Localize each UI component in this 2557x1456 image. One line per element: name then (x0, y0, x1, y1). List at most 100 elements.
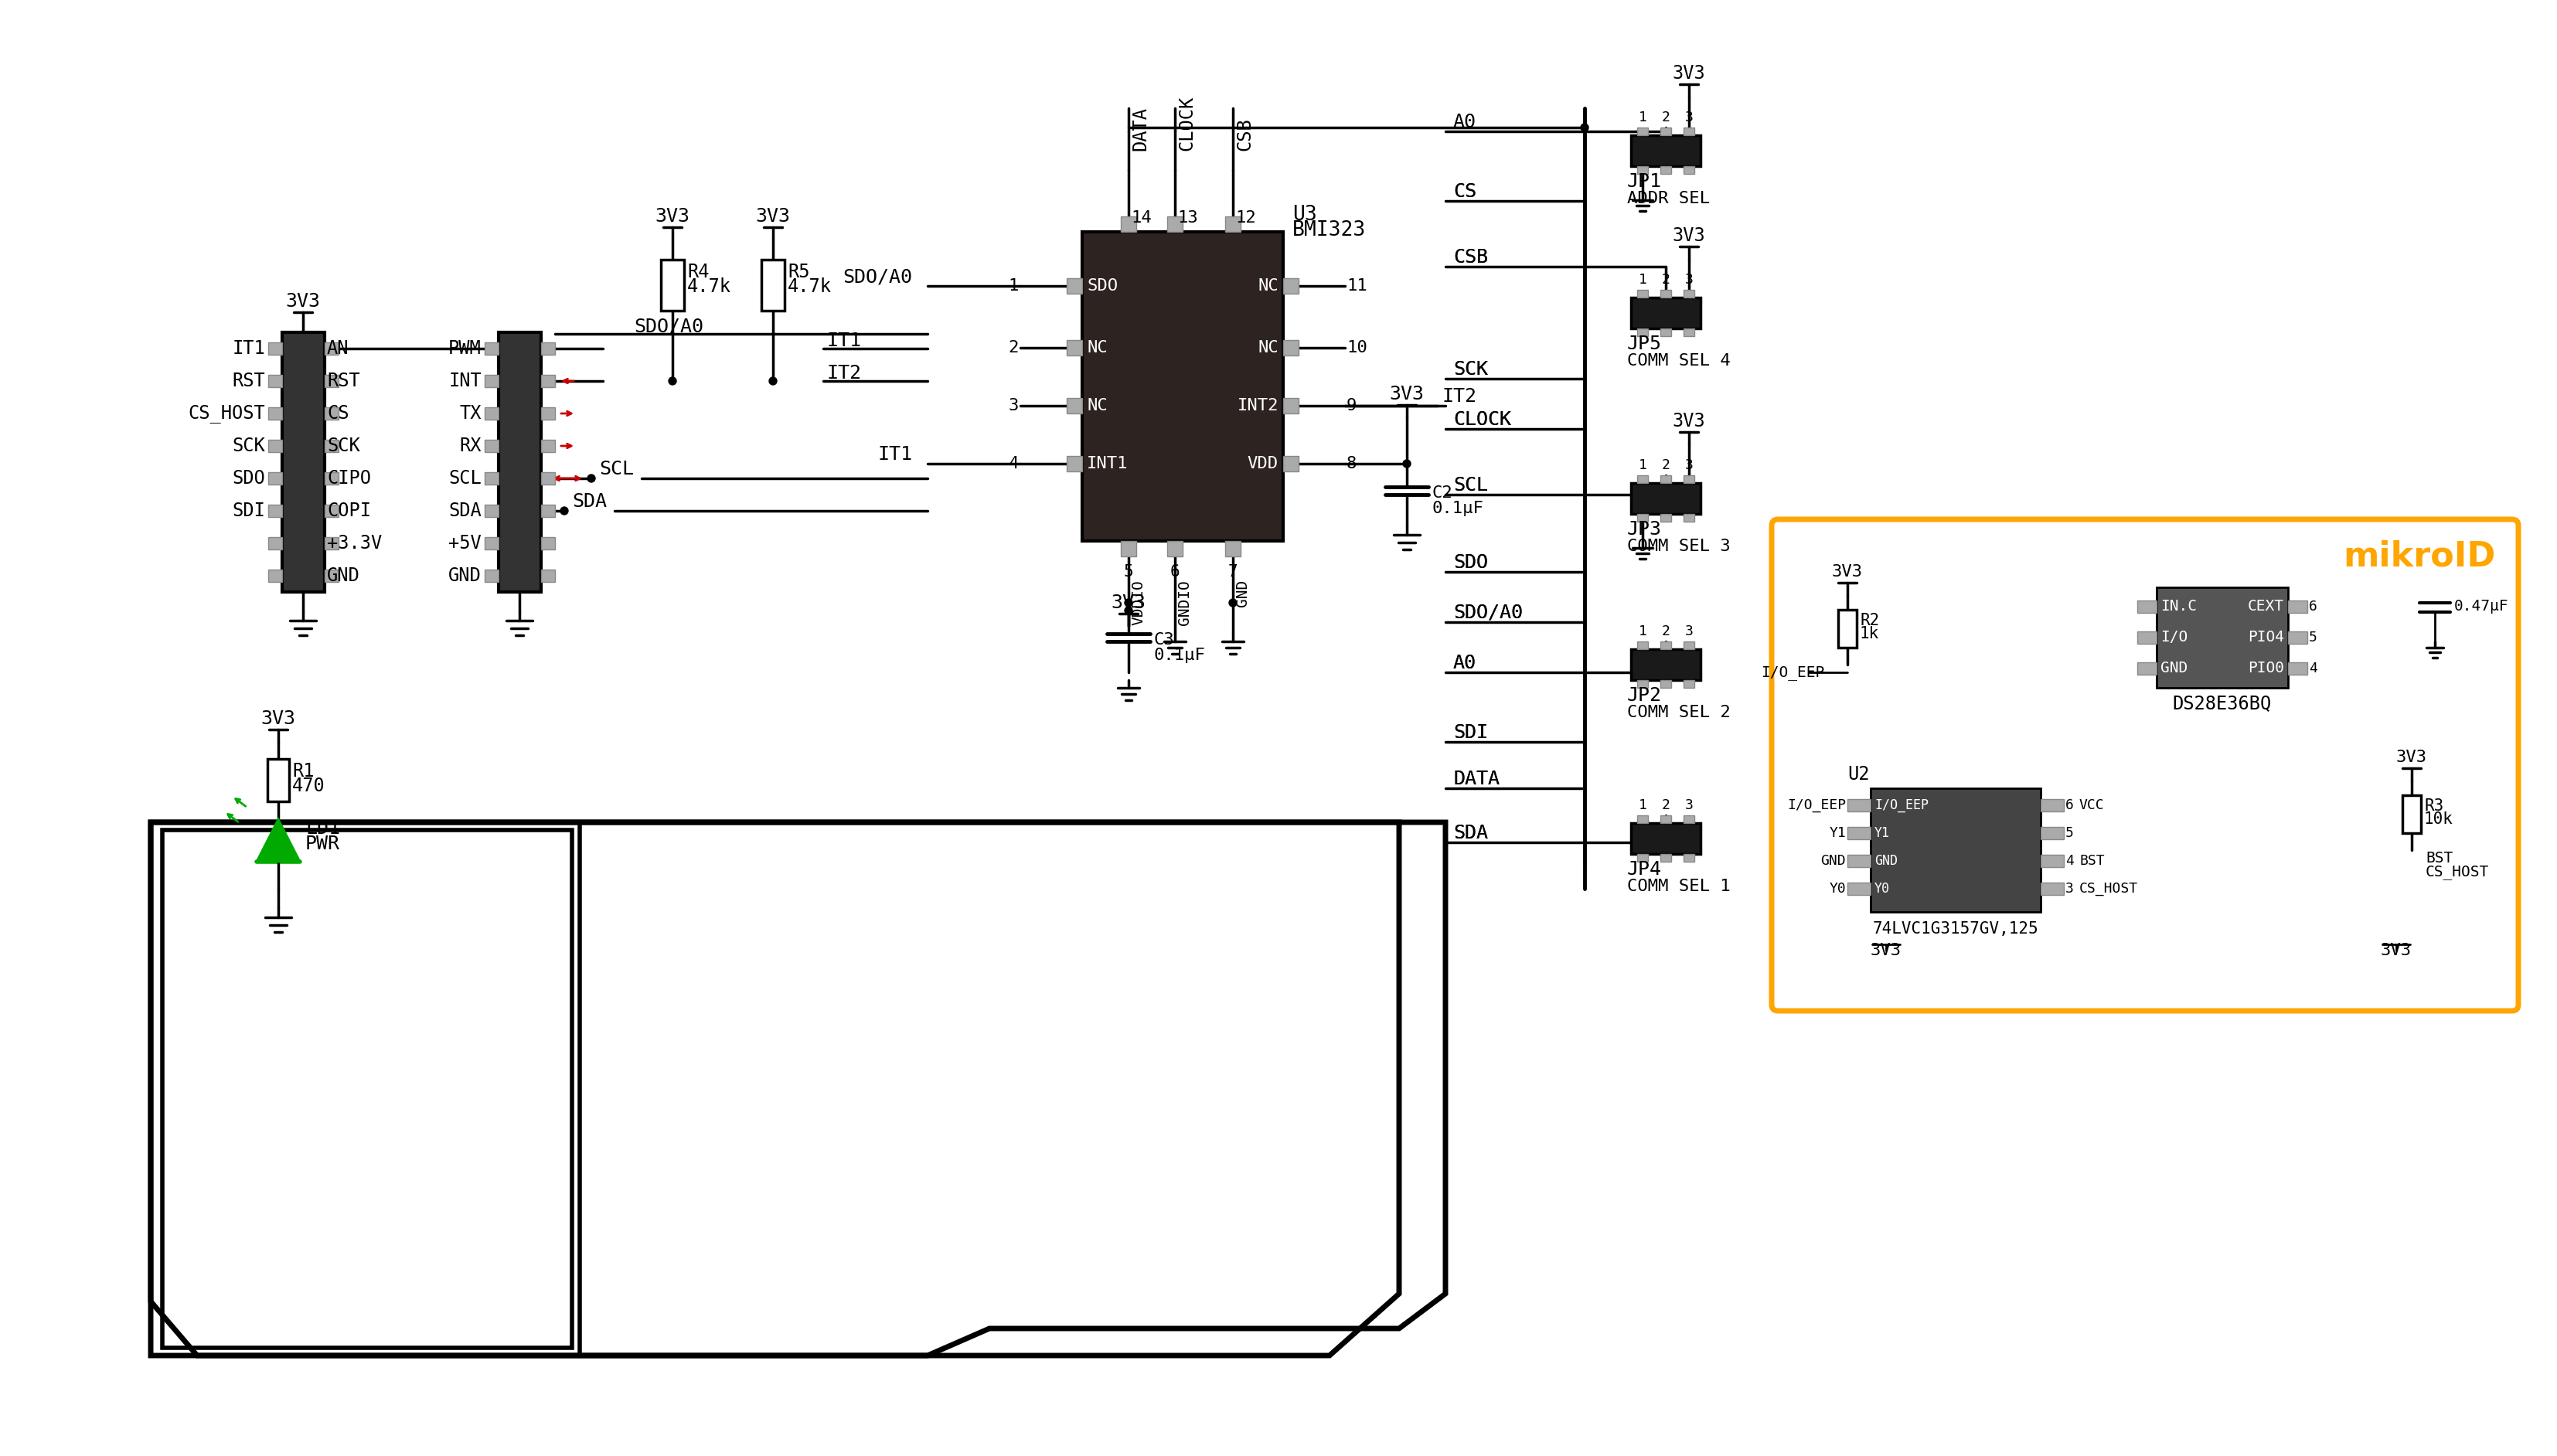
Bar (1659, 514, 1672, 521)
Bar (1120, 217, 1135, 232)
Text: SDA: SDA (1452, 824, 1488, 843)
Text: 2: 2 (1662, 798, 1670, 812)
Bar (1659, 290, 1672, 297)
Bar (2289, 600, 2306, 613)
Bar (1082, 232, 1284, 542)
Text: 3V3: 3V3 (655, 207, 690, 226)
Text: IT2: IT2 (1442, 387, 1475, 406)
Text: 3V3: 3V3 (1831, 563, 1864, 579)
Bar (486, 440, 499, 453)
Text: COMM SEL 3: COMM SEL 3 (1626, 539, 1731, 555)
Text: 5: 5 (1123, 563, 1133, 579)
Text: IT1: IT1 (877, 446, 913, 463)
Text: 2: 2 (1662, 459, 1670, 472)
Bar (542, 374, 555, 387)
Text: CSB: CSB (1452, 248, 1488, 266)
Text: RX: RX (460, 437, 481, 456)
Text: 3V3: 3V3 (261, 709, 297, 728)
Text: +3.3V: +3.3V (327, 534, 381, 553)
Bar (2404, 795, 2421, 833)
Bar (1066, 278, 1082, 294)
Bar (542, 505, 555, 517)
Text: SDI: SDI (1452, 724, 1488, 743)
Text: U2: U2 (1846, 764, 1869, 783)
Bar (1683, 475, 1695, 483)
Bar (1636, 815, 1647, 823)
Bar (2040, 799, 2063, 811)
Text: JP2: JP2 (1626, 686, 1662, 705)
Text: CS_HOST: CS_HOST (189, 405, 266, 422)
Bar (1659, 855, 1672, 862)
Text: 3V3: 3V3 (1388, 384, 1424, 403)
Text: VDDIO: VDDIO (1130, 579, 1146, 625)
Text: 6: 6 (2066, 798, 2074, 812)
Text: 3V3: 3V3 (2381, 943, 2411, 958)
Bar (1166, 217, 1184, 232)
Text: AN: AN (327, 339, 348, 358)
Bar (1631, 483, 1700, 514)
Bar (1284, 397, 1299, 414)
Bar (2289, 632, 2306, 644)
Text: SDO/A0: SDO/A0 (844, 268, 913, 285)
Bar (1066, 456, 1082, 472)
Text: CS: CS (1452, 182, 1475, 201)
Text: JP1: JP1 (1626, 172, 1662, 191)
Text: 2: 2 (1662, 111, 1670, 124)
Bar (1846, 855, 1872, 868)
Bar (1659, 128, 1672, 135)
Text: R1: R1 (291, 761, 315, 780)
Text: CS_HOST: CS_HOST (2427, 865, 2488, 879)
Text: JP3: JP3 (1626, 520, 1662, 539)
Text: 11: 11 (1348, 278, 1368, 294)
Text: GND: GND (2161, 661, 2189, 676)
Text: IN.C: IN.C (2161, 600, 2196, 614)
Text: SDA: SDA (573, 492, 606, 511)
Text: CLOCK: CLOCK (1452, 411, 1511, 430)
Text: GND: GND (447, 566, 481, 585)
Circle shape (770, 377, 777, 384)
Text: 14: 14 (1130, 210, 1151, 226)
Circle shape (560, 507, 568, 515)
Text: INT1: INT1 (1087, 456, 1128, 472)
Text: DATA: DATA (1452, 770, 1498, 788)
Bar (486, 374, 499, 387)
Text: SDO/A0: SDO/A0 (634, 317, 703, 335)
Bar (1683, 290, 1695, 297)
Bar (268, 569, 281, 582)
Text: DATA: DATA (1452, 770, 1498, 788)
Bar (1683, 680, 1695, 687)
Circle shape (667, 377, 678, 384)
Text: JP5: JP5 (1626, 335, 1662, 354)
Circle shape (588, 475, 596, 482)
Text: 3: 3 (1685, 798, 1693, 812)
Text: COPI: COPI (327, 501, 371, 520)
Bar (542, 342, 555, 355)
Text: SDA: SDA (447, 501, 481, 520)
Text: 5: 5 (2066, 826, 2074, 840)
Text: Y1: Y1 (1828, 826, 1846, 840)
Text: GND: GND (1235, 579, 1250, 607)
Bar (486, 569, 499, 582)
Bar (1636, 290, 1647, 297)
Text: 1: 1 (1639, 459, 1647, 472)
Bar (1659, 815, 1672, 823)
Text: INT2: INT2 (1238, 397, 1278, 414)
Text: SDO: SDO (233, 469, 266, 488)
Bar (325, 537, 338, 549)
Text: NC: NC (1258, 341, 1278, 355)
Bar (325, 408, 338, 419)
Text: GND: GND (1821, 855, 1846, 868)
Text: 10: 10 (1348, 341, 1368, 355)
Bar (1683, 329, 1695, 336)
Text: COMM SEL 2: COMM SEL 2 (1626, 705, 1731, 721)
Bar (1066, 397, 1082, 414)
Text: Y0: Y0 (1828, 882, 1846, 895)
Bar (2156, 587, 2289, 687)
Bar (268, 537, 281, 549)
Text: C3: C3 (1153, 632, 1174, 648)
Text: SCL: SCL (1452, 476, 1488, 495)
Polygon shape (256, 820, 299, 862)
Bar (2138, 632, 2156, 644)
Text: R5: R5 (788, 262, 811, 281)
Bar (325, 505, 338, 517)
